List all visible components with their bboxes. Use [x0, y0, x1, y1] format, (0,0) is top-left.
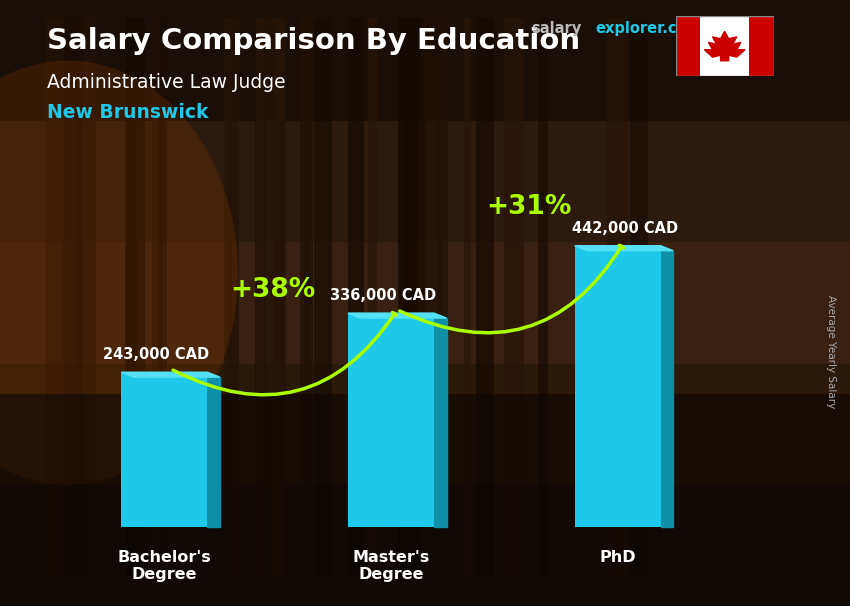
Bar — [265, 18, 286, 576]
Bar — [256, 18, 264, 576]
Text: 336,000 CAD: 336,000 CAD — [330, 288, 436, 303]
FancyBboxPatch shape — [0, 0, 850, 121]
Bar — [413, 18, 425, 576]
Bar — [422, 18, 441, 576]
Bar — [126, 18, 137, 576]
Text: 442,000 CAD: 442,000 CAD — [572, 221, 678, 236]
Bar — [274, 18, 285, 576]
FancyBboxPatch shape — [122, 372, 207, 527]
Bar — [228, 18, 239, 576]
Bar — [304, 18, 313, 576]
FancyBboxPatch shape — [575, 245, 660, 527]
Bar — [127, 18, 144, 576]
Polygon shape — [434, 318, 446, 527]
Polygon shape — [348, 313, 446, 318]
FancyBboxPatch shape — [348, 313, 434, 527]
Text: +31%: +31% — [486, 194, 571, 220]
Bar — [464, 18, 471, 576]
FancyBboxPatch shape — [0, 394, 850, 606]
Polygon shape — [575, 245, 673, 251]
Ellipse shape — [0, 61, 238, 485]
Bar — [476, 18, 494, 576]
Bar — [151, 18, 163, 576]
Bar — [348, 18, 364, 576]
Text: 243,000 CAD: 243,000 CAD — [103, 347, 209, 362]
Polygon shape — [207, 377, 220, 527]
Bar — [314, 18, 332, 576]
Polygon shape — [660, 251, 673, 527]
Bar — [437, 18, 448, 576]
Bar — [504, 18, 524, 576]
Text: Average Yearly Salary: Average Yearly Salary — [826, 295, 836, 408]
Polygon shape — [122, 372, 220, 377]
Text: Salary Comparison By Education: Salary Comparison By Education — [47, 27, 580, 55]
Text: +38%: +38% — [230, 277, 315, 303]
Text: New Brunswick: New Brunswick — [47, 103, 208, 122]
FancyBboxPatch shape — [0, 485, 850, 606]
FancyBboxPatch shape — [0, 242, 850, 364]
Bar — [77, 18, 96, 576]
Bar — [404, 18, 413, 576]
Bar — [749, 16, 774, 76]
Bar — [299, 18, 310, 576]
Text: salary: salary — [531, 21, 581, 36]
Bar — [63, 18, 83, 576]
FancyBboxPatch shape — [0, 364, 850, 485]
Bar — [538, 18, 547, 576]
Bar — [607, 18, 628, 576]
Bar — [676, 16, 700, 76]
Bar — [399, 18, 408, 576]
Text: explorer.com: explorer.com — [595, 21, 702, 36]
Polygon shape — [705, 32, 745, 61]
Bar — [224, 18, 232, 576]
Bar — [399, 18, 418, 576]
Bar — [368, 18, 377, 576]
Bar — [159, 18, 167, 576]
Bar — [46, 18, 65, 576]
Bar — [255, 18, 266, 576]
FancyBboxPatch shape — [0, 121, 850, 242]
Bar — [630, 18, 648, 576]
Text: Administrative Law Judge: Administrative Law Judge — [47, 73, 286, 92]
